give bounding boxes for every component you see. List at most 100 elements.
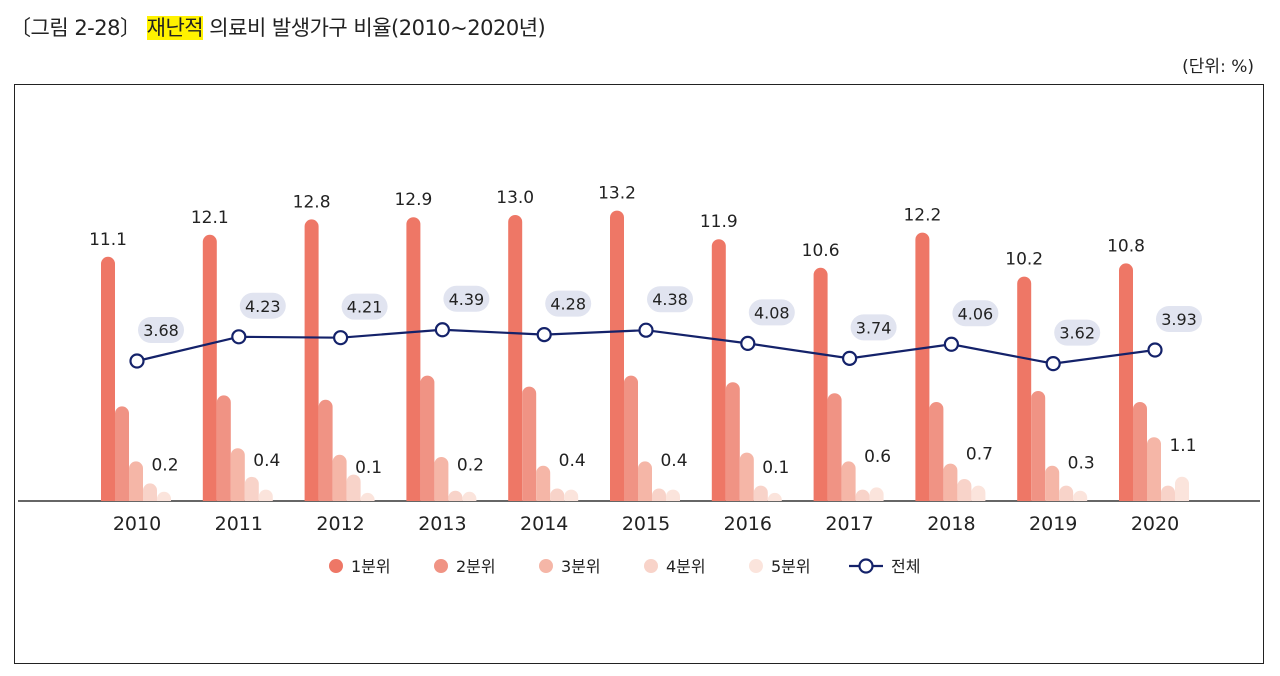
total-point-2011 [231,329,247,345]
total-point-2015 [638,322,654,338]
bar-1분위-2014 [508,215,523,501]
x-tick-2012: 2012 [316,513,364,535]
data-label-5-2020: 1.1 [1169,436,1196,456]
data-label-1-2011: 12.1 [191,208,229,228]
bar-1분위-2010 [101,256,115,501]
bar-3분위-2020 [1147,437,1161,501]
data-label-1-2014: 13.0 [496,188,534,208]
legend-label-전체: 전체 [891,557,920,576]
bar-4분위-2010 [143,483,157,501]
total-label-bg-2020 [1156,306,1202,332]
total-label-2017: 3.74 [856,318,892,337]
bar-5분위-2015 [666,489,680,501]
x-tick-2010: 2010 [113,513,161,535]
bar-3분위-2014 [536,465,551,501]
data-label-5-2014: 0.4 [559,451,586,471]
total-point-2012 [333,330,349,346]
legend-marker-1분위 [329,559,343,573]
legend-label-1분위: 1분위 [351,557,391,576]
bar-4분위-2014 [550,488,565,501]
total-label-bg-2012 [341,293,388,320]
chart-frame [14,84,1264,664]
bar-2분위-2012 [318,399,333,501]
total-label-2013: 4.39 [449,290,485,309]
data-label-1-2019: 10.2 [1005,250,1043,270]
legend-marker-2분위 [434,559,448,573]
total-label-bg-2018 [952,300,999,327]
legend-label-3분위: 3분위 [561,557,601,576]
bar-5분위-2011 [258,489,273,501]
bar-5분위-2018 [971,485,986,501]
total-label-2016: 4.08 [754,303,790,322]
bar-5분위-2014 [564,489,579,501]
bar-2분위-2019 [1031,391,1046,501]
data-label-5-2011: 0.4 [253,451,280,471]
bar-3분위-2015 [638,461,652,501]
total-point-2013 [434,322,450,338]
data-label-5-2015: 0.4 [660,451,687,471]
bar-2분위-2015 [624,375,638,501]
bar-5분위-2016 [767,492,782,501]
bar-5분위-2019 [1073,490,1088,501]
x-tick-2019: 2019 [1029,513,1077,535]
title-text: 의료비 발생가구 비율(2010~2020년) [203,16,546,40]
x-tick-2011: 2011 [215,513,263,535]
bar-1분위-2012 [304,219,319,501]
bar-3분위-2019 [1045,465,1060,501]
bar-2분위-2018 [929,402,944,501]
total-point-2020 [1147,342,1163,358]
bar-2분위-2013 [420,375,435,501]
bar-1분위-2015 [610,210,624,501]
total-label-bg-2013 [443,285,490,312]
data-label-5-2019: 0.3 [1068,453,1095,473]
total-label-bg-2010 [138,317,184,343]
x-tick-2016: 2016 [724,513,772,535]
data-label-1-2013: 12.9 [394,190,432,210]
legend-label-5분위: 5분위 [771,557,811,576]
total-label-2014: 4.28 [550,295,586,314]
data-label-5-2012: 0.1 [355,458,382,478]
bar-4분위-2020 [1161,485,1175,501]
data-label-1-2016: 11.9 [700,212,738,232]
legend-marker-3분위 [539,559,553,573]
data-label-5-2013: 0.2 [457,456,484,476]
total-label-2012: 4.21 [347,298,383,317]
bar-1분위-2018 [915,232,930,501]
data-label-1-2010: 11.1 [89,230,127,250]
bar-3분위-2017 [841,461,856,501]
bar-4분위-2018 [957,479,972,501]
title-highlight: 재난적 [146,16,204,40]
bar-3분위-2016 [739,452,754,501]
figure-number: 〔그림 2-28〕 [10,16,147,40]
bar-5분위-2013 [462,491,477,501]
data-label-5-2018: 0.7 [966,445,993,465]
total-label-bg-2014 [545,290,592,317]
bar-4분위-2013 [448,490,463,501]
data-label-5-2017: 0.6 [864,447,891,467]
bar-1분위-2017 [813,267,828,501]
data-label-1-2015: 13.2 [598,184,636,204]
bar-1분위-2019 [1017,276,1032,501]
total-label-bg-2017 [850,314,897,341]
bar-4분위-2017 [855,489,870,501]
x-tick-2020: 2020 [1131,513,1179,535]
data-label-1-2017: 10.6 [802,241,840,261]
total-label-2019: 3.62 [1059,324,1095,343]
bar-2분위-2016 [725,382,740,501]
bar-5분위-2012 [360,492,375,501]
figure-title: 〔그림 2-28〕 재난적 의료비 발생가구 비율(2010~2020년) [10,12,546,42]
bar-2분위-2020 [1133,402,1147,501]
legend-label-2분위: 2분위 [456,557,496,576]
x-tick-2017: 2017 [825,513,873,535]
legend-marker-5분위 [749,559,763,573]
bar-3분위-2011 [230,448,245,501]
bar-3분위-2010 [129,461,143,501]
total-point-2019 [1045,356,1061,372]
x-tick-2015: 2015 [622,513,670,535]
total-label-bg-2016 [748,299,795,326]
x-tick-2018: 2018 [927,513,975,535]
bar-4분위-2015 [652,488,666,501]
total-point-2010 [129,353,145,369]
total-point-2017 [841,350,858,366]
